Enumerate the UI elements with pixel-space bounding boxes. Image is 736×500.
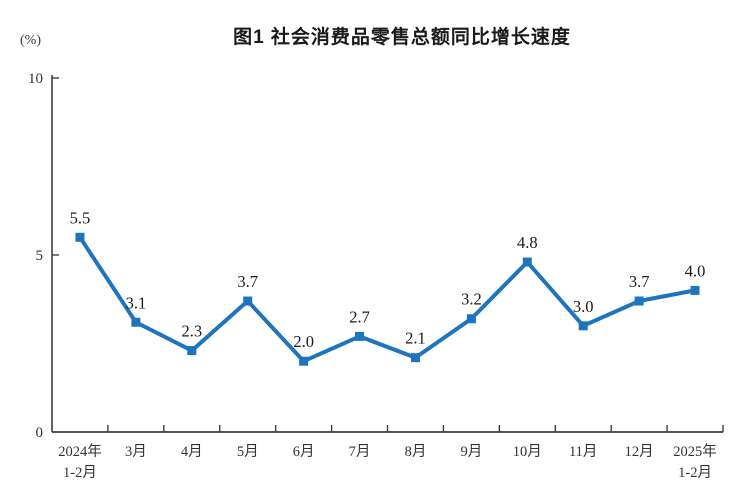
data-line bbox=[77, 235, 698, 364]
chart-title: 图1 社会消费品零售总额同比增长速度 bbox=[233, 27, 571, 48]
x-category-label: 1-2月 bbox=[63, 465, 97, 481]
data-point-marker bbox=[131, 317, 141, 327]
x-category-label: 12月 bbox=[625, 444, 654, 460]
data-point-marker bbox=[187, 346, 197, 356]
x-category-label: 8月 bbox=[405, 444, 427, 460]
data-point-label: 3.1 bbox=[126, 293, 147, 312]
data-point-label: 4.8 bbox=[517, 233, 538, 252]
data-point-label: 2.0 bbox=[293, 332, 314, 351]
y-axis-unit-label: (%) bbox=[20, 33, 41, 48]
data-point-marker bbox=[634, 296, 644, 306]
data-point-label: 2.7 bbox=[349, 307, 370, 326]
data-point-label: 3.0 bbox=[573, 297, 594, 316]
y-tick-label: 10 bbox=[28, 71, 43, 87]
x-category-label: 1-2月 bbox=[678, 465, 712, 481]
x-category-label: 6月 bbox=[293, 444, 315, 460]
data-point-label: 3.2 bbox=[461, 290, 482, 309]
data-point-label: 3.7 bbox=[237, 272, 258, 291]
data-point-marker bbox=[522, 257, 532, 267]
data-point-marker bbox=[410, 353, 420, 363]
y-tick-label: 0 bbox=[36, 425, 44, 441]
x-category-label: 10月 bbox=[513, 444, 542, 460]
data-point-marker bbox=[690, 285, 700, 295]
data-point-label: 4.0 bbox=[685, 261, 706, 280]
data-point-label: 5.5 bbox=[70, 208, 91, 227]
y-tick-label: 5 bbox=[36, 248, 44, 264]
data-point-label: 3.7 bbox=[629, 272, 650, 291]
x-category-label: 2025年 bbox=[673, 443, 717, 460]
x-category-label: 5月 bbox=[237, 444, 259, 460]
x-category-label: 4月 bbox=[181, 444, 203, 460]
x-category-label: 3月 bbox=[125, 444, 147, 460]
x-category-label: 11月 bbox=[569, 444, 597, 460]
data-point-marker bbox=[299, 356, 309, 366]
data-point-marker bbox=[466, 314, 476, 324]
x-category-label: 2024年 bbox=[58, 443, 102, 460]
data-point-label: 2.3 bbox=[181, 322, 202, 341]
data-point-marker bbox=[355, 331, 365, 341]
x-category-label: 7月 bbox=[349, 444, 371, 460]
data-point-marker bbox=[243, 296, 253, 306]
data-point-label: 2.1 bbox=[405, 329, 426, 348]
data-point-marker bbox=[75, 232, 85, 242]
data-point-marker bbox=[578, 321, 588, 331]
x-category-label: 9月 bbox=[461, 444, 483, 460]
